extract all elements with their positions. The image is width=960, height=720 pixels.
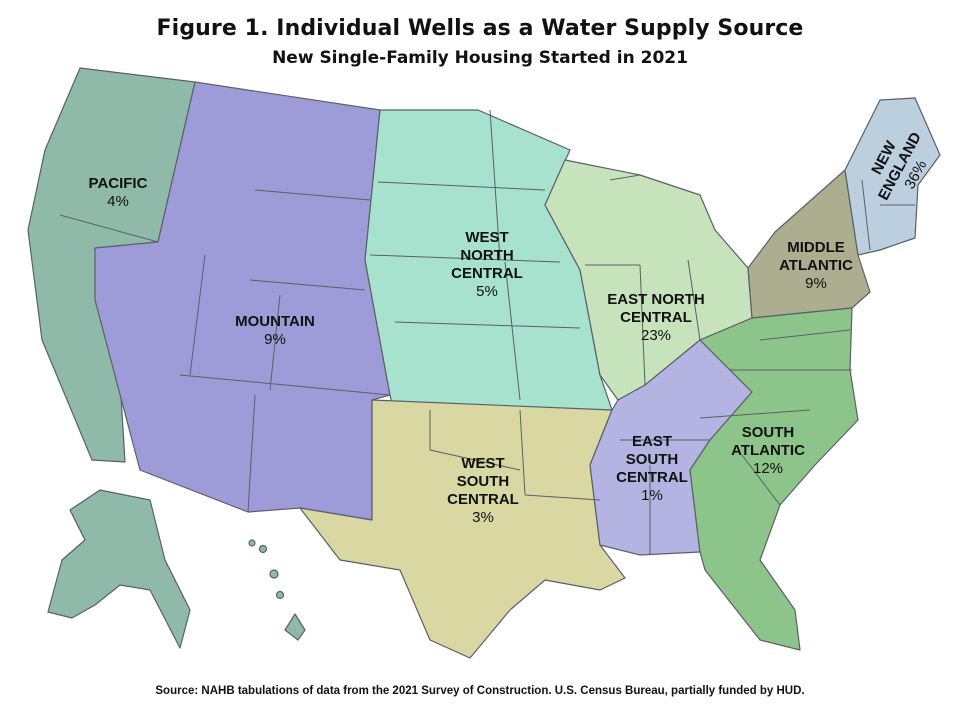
region-value-middle-atlantic: 9% [805,275,827,292]
region-value-west-south-central: 3% [472,509,494,526]
region-name-west-south-central: SOUTH [457,473,510,490]
region-name-east-south-central: CENTRAL [616,469,688,486]
region-shape-hawaii-island-1 [248,539,256,547]
region-name-middle-atlantic: ATLANTIC [779,257,853,274]
region-name-west-north-central: CENTRAL [451,265,523,282]
region-name-west-south-central: CENTRAL [447,491,519,508]
region-shape-hawaii [284,613,306,641]
region-value-east-north-central: 23% [641,327,671,344]
region-shape-south-atlantic [689,307,859,651]
region-value-pacific: 4% [107,193,129,210]
region-shape-hawaii-island-3 [269,569,279,579]
region-name-middle-atlantic: MIDDLE [787,239,845,256]
region-value-west-north-central: 5% [476,283,498,300]
region-name-west-north-central: WEST [465,229,508,246]
region-name-east-south-central: EAST [632,433,672,450]
region-shape-alaska [47,489,191,649]
region-shape-hawaii-island-2 [258,544,268,554]
figure-title: Figure 1. Individual Wells as a Water Su… [156,16,804,41]
region-shape-new-england [844,97,941,256]
region-name-south-atlantic: SOUTH [742,424,795,441]
region-shape-hawaii-island-4 [275,590,285,600]
region-name-mountain: MOUNTAIN [235,313,315,330]
region-name-east-north-central: CENTRAL [620,309,692,326]
region-name-west-south-central: WEST [461,455,504,472]
figure-subtitle: New Single-Family Housing Started in 202… [272,48,688,68]
source-note: Source: NAHB tabulations of data from th… [155,685,805,697]
region-name-west-north-central: NORTH [460,247,513,264]
region-value-east-south-central: 1% [641,487,663,504]
region-value-south-atlantic: 12% [753,460,783,477]
region-name-pacific: PACIFIC [89,175,148,192]
region-name-east-south-central: SOUTH [626,451,679,468]
region-value-mountain: 9% [264,331,286,348]
state-border-lines [59,109,915,555]
region-name-south-atlantic: ATLANTIC [731,442,805,459]
region-name-east-north-central: EAST NORTH [607,291,705,308]
